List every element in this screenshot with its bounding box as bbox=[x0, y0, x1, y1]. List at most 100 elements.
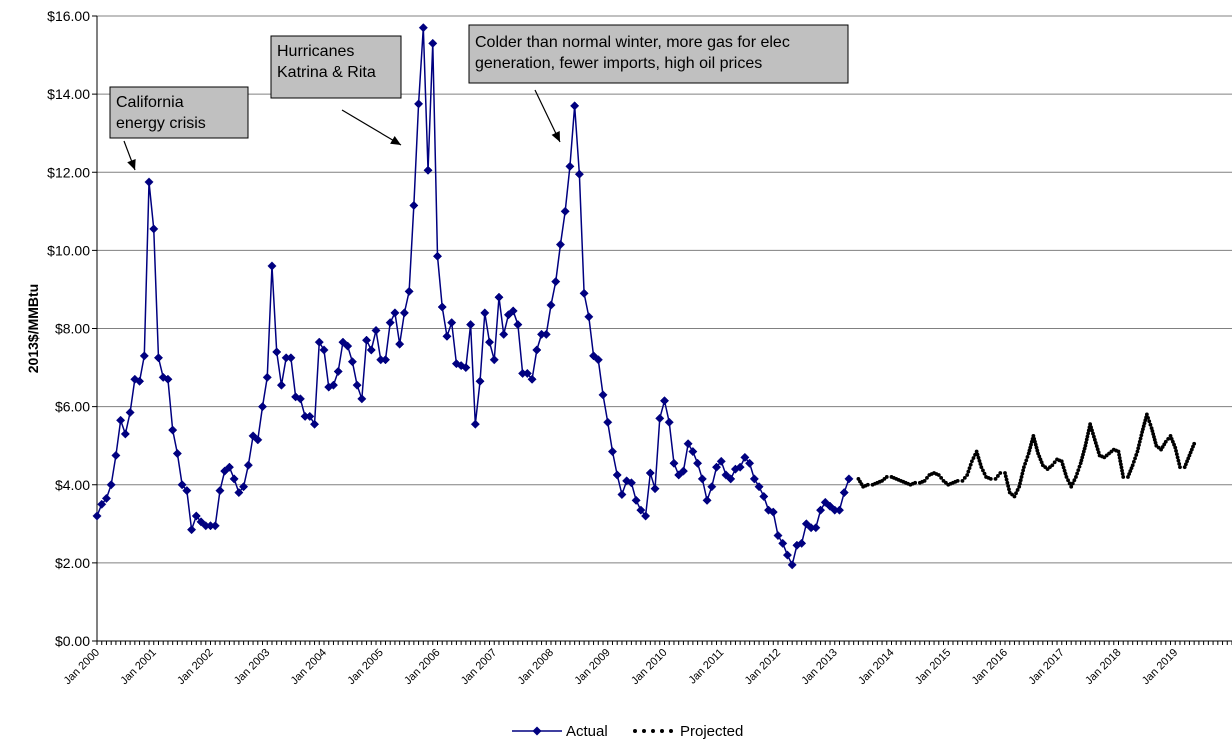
data-point-projected bbox=[1031, 434, 1036, 438]
data-point-projected bbox=[1069, 484, 1074, 489]
data-point-projected bbox=[1143, 418, 1148, 423]
data-point-projected bbox=[1079, 458, 1084, 463]
data-point-actual bbox=[641, 511, 651, 521]
data-point-actual bbox=[172, 448, 182, 459]
data-point-projected bbox=[865, 482, 870, 487]
data-point-projected bbox=[1020, 471, 1025, 476]
data-point-actual bbox=[688, 446, 698, 457]
legend: Actual Projected bbox=[512, 723, 743, 740]
data-point-actual bbox=[253, 435, 263, 445]
data-point-projected bbox=[1141, 424, 1146, 429]
data-point-actual bbox=[328, 380, 339, 390]
data-point-projected bbox=[1137, 439, 1142, 444]
data-point-projected bbox=[1029, 439, 1034, 444]
data-point-projected bbox=[1086, 431, 1090, 436]
data-point-projected bbox=[996, 474, 1000, 478]
y-tick-label: $10.00 bbox=[47, 242, 90, 258]
data-point-actual bbox=[763, 505, 774, 515]
data-point-actual bbox=[380, 355, 391, 365]
x-tick-label: Jan 2002 bbox=[175, 647, 215, 687]
data-point-actual bbox=[811, 523, 821, 533]
data-point-projected bbox=[1066, 478, 1070, 483]
data-point-projected bbox=[922, 478, 927, 483]
data-point-projected bbox=[1021, 468, 1026, 473]
data-point-projected bbox=[976, 455, 981, 460]
data-point-projected bbox=[1117, 455, 1122, 460]
data-point-projected bbox=[1120, 471, 1125, 476]
legend-swatch-projected-dot bbox=[633, 729, 637, 733]
data-point-projected bbox=[962, 476, 967, 480]
data-point-actual bbox=[442, 331, 452, 341]
data-point-projected bbox=[1059, 459, 1064, 464]
data-point-projected bbox=[1081, 452, 1085, 457]
data-point-projected bbox=[884, 475, 889, 479]
annotation-text: generation, fewer imports, high oil pric… bbox=[475, 55, 762, 72]
data-point-actual bbox=[257, 402, 268, 412]
data-point-actual bbox=[527, 374, 537, 384]
data-point-actual bbox=[470, 419, 480, 429]
data-point-projected bbox=[1089, 425, 1093, 430]
data-point-projected bbox=[1004, 477, 1009, 482]
x-tick-label: Jan 2008 bbox=[516, 647, 556, 687]
data-point-actual bbox=[153, 353, 164, 363]
data-point-projected bbox=[1186, 456, 1191, 461]
data-point-projected bbox=[1188, 450, 1193, 455]
data-point-actual bbox=[570, 101, 580, 111]
data-point-actual bbox=[839, 488, 849, 498]
data-point-actual bbox=[395, 339, 405, 349]
data-point-projected bbox=[970, 459, 974, 464]
data-point-projected bbox=[939, 476, 944, 480]
data-point-actual bbox=[716, 456, 726, 466]
x-tick-label: Jan 2013 bbox=[799, 647, 839, 687]
data-point-projected bbox=[1063, 471, 1068, 476]
annotations: California energy crisis Hurricanes Katrina… bbox=[109, 24, 849, 171]
x-tick-label: Jan 2014 bbox=[856, 647, 896, 687]
data-point-projected bbox=[1129, 466, 1134, 471]
annotation-text: Katrina & Rita bbox=[277, 64, 376, 81]
y-tick-label: $0.00 bbox=[55, 633, 90, 649]
data-point-actual bbox=[229, 474, 239, 484]
annotation-box bbox=[270, 35, 402, 99]
data-point-projected bbox=[1084, 440, 1088, 445]
data-point-actual bbox=[589, 351, 599, 361]
x-tick-label: Jan 2000 bbox=[62, 647, 102, 687]
data-point-actual bbox=[314, 337, 324, 347]
data-point-actual bbox=[565, 161, 575, 171]
annotation-text: Hurricanes bbox=[277, 43, 354, 60]
data-point-actual bbox=[451, 359, 461, 369]
data-point-projected bbox=[1014, 491, 1018, 496]
annotation-arrow bbox=[341, 109, 402, 146]
data-point-actual bbox=[116, 415, 126, 425]
data-point-projected bbox=[1096, 450, 1101, 455]
data-point-actual bbox=[834, 505, 845, 515]
data-point-actual bbox=[182, 486, 192, 496]
data-point-projected bbox=[1128, 469, 1133, 473]
data-point-projected bbox=[1086, 428, 1091, 433]
data-point-actual bbox=[309, 419, 320, 429]
data-point-actual bbox=[598, 390, 608, 400]
data-point-projected bbox=[1172, 442, 1176, 447]
data-point-actual bbox=[347, 357, 357, 367]
data-point-projected bbox=[955, 478, 960, 483]
data-point-actual bbox=[787, 560, 797, 570]
x-tick-label: Jan 2004 bbox=[289, 647, 329, 687]
data-point-projected bbox=[1078, 461, 1083, 466]
data-point-projected bbox=[1118, 459, 1123, 463]
data-point-projected bbox=[1095, 447, 1100, 452]
y-tick-label: $16.00 bbox=[47, 8, 90, 24]
data-point-projected bbox=[1134, 453, 1139, 457]
data-point-actual bbox=[362, 335, 372, 345]
data-point-actual bbox=[262, 372, 272, 382]
data-point-actual bbox=[144, 177, 154, 187]
x-tick-label: Jan 2006 bbox=[402, 647, 442, 687]
data-point-projected bbox=[1035, 448, 1040, 453]
data-point-projected bbox=[1026, 451, 1031, 456]
data-point-projected bbox=[1075, 471, 1080, 476]
data-point-actual bbox=[693, 458, 703, 468]
data-point-actual bbox=[801, 519, 811, 529]
data-point-actual bbox=[295, 394, 305, 404]
data-point-actual bbox=[697, 474, 707, 484]
data-point-actual bbox=[782, 550, 793, 560]
data-point-actual bbox=[551, 277, 561, 287]
data-point-actual bbox=[773, 530, 783, 541]
